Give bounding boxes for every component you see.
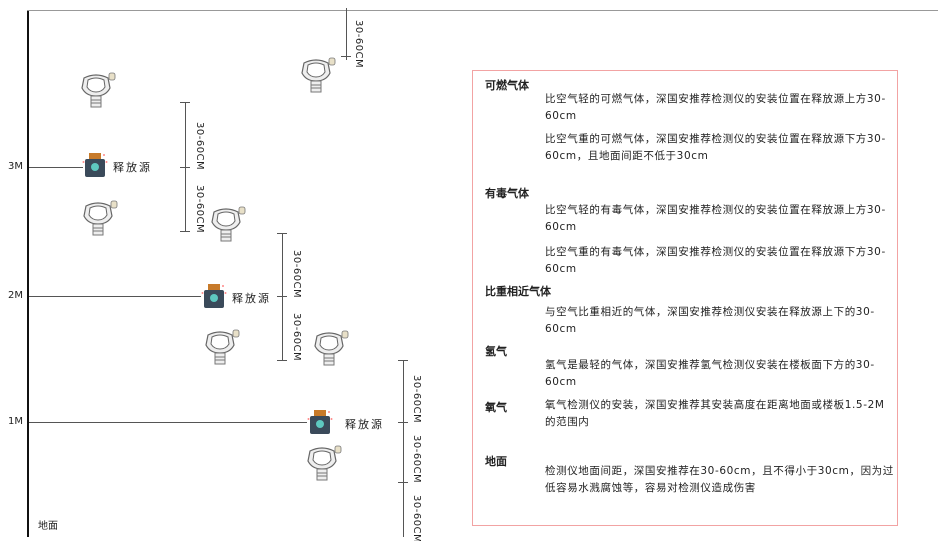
release-source-icon: [201, 283, 227, 309]
release-source-icon: [307, 409, 333, 435]
dimension-label: 30-60CM: [291, 313, 302, 362]
release-source-icon: [82, 152, 108, 178]
dimension-tick: [398, 360, 408, 361]
detector-icon: [309, 328, 349, 368]
ground-label: 地面: [38, 521, 58, 532]
dimension-label: 30-60CM: [194, 185, 205, 234]
dimension-tick: [180, 167, 190, 168]
level-2m-line: [29, 296, 201, 297]
detector-icon: [302, 443, 342, 483]
section-title-combustible: 可燃气体: [485, 79, 529, 92]
section-title-hydrogen: 氢气: [485, 345, 507, 358]
section-text: 氧气检测仪的安装，深国安推荐其安装高度在距离地面或楼板1.5-2M的范围内: [545, 399, 885, 428]
section-title-similar-density: 比重相近气体: [485, 285, 551, 298]
section-text: 比空气轻的有毒气体，深国安推荐检测仪的安装位置在释放源上方30-60cm: [545, 204, 886, 233]
dimension-tick: [277, 296, 287, 297]
level-1m: 1M: [8, 416, 23, 427]
detector-icon: [200, 327, 240, 367]
guidance-panel: 可燃气体 比空气轻的可燃气体，深国安推荐检测仪的安装位置在释放源上方30-60c…: [472, 70, 898, 526]
dimension-tick: [180, 231, 190, 232]
section-text: 比空气重的可燃气体，深国安推荐检测仪的安装位置在释放源下方30-60cm，且地面…: [545, 133, 886, 162]
section-title-ground: 地面: [485, 455, 507, 468]
release-source-label: 释放源: [345, 418, 384, 431]
level-1m-line: [29, 422, 307, 423]
dimension-label: 30-60CM: [291, 250, 302, 299]
ceiling-line: [27, 10, 938, 11]
section-text: 检测仪地面间距，深国安推荐在30-60cm，且不得小于30cm，因为过低容易水溅…: [545, 465, 894, 494]
section-title-toxic: 有毒气体: [485, 187, 529, 200]
detector-icon: [78, 198, 118, 238]
detector-icon: [76, 70, 116, 110]
detector-icon: [296, 55, 336, 95]
section-text: 比空气重的有毒气体，深国安推荐检测仪的安装位置在释放源下方30-60cm: [545, 246, 886, 275]
dimension-tick: [180, 102, 190, 103]
dimension-label: 30-60CM: [411, 375, 422, 424]
dimension-line: [403, 360, 404, 537]
release-source-label: 释放源: [113, 161, 152, 174]
dimension-tick: [341, 56, 351, 57]
dimension-tick: [277, 360, 287, 361]
release-source-label: 释放源: [232, 292, 271, 305]
dimension-tick: [398, 482, 408, 483]
dimension-line: [346, 8, 347, 60]
dimension-label: 30-60CM: [353, 20, 364, 69]
section-text: 与空气比重相近的气体，深国安推荐检测仪安装在释放源上下的30-60cm: [545, 306, 875, 335]
wall-line: [27, 10, 29, 537]
dimension-label: 30-60CM: [411, 435, 422, 484]
dimension-tick: [398, 422, 408, 423]
level-3m: 3M: [8, 161, 23, 172]
section-text: 氢气是最轻的气体，深国安推荐氢气检测仪安装在楼板面下方的30-60cm: [545, 359, 875, 388]
dimension-label: 30-60CM: [194, 122, 205, 171]
detector-icon: [206, 204, 246, 244]
dimension-label: 30-60CM: [411, 495, 422, 541]
dimension-line: [282, 233, 283, 361]
section-title-oxygen: 氧气: [485, 401, 507, 414]
level-2m: 2M: [8, 290, 23, 301]
dimension-tick: [277, 233, 287, 234]
section-text: 比空气轻的可燃气体，深国安推荐检测仪的安装位置在释放源上方30-60cm: [545, 93, 886, 122]
level-3m-line: [29, 167, 83, 168]
